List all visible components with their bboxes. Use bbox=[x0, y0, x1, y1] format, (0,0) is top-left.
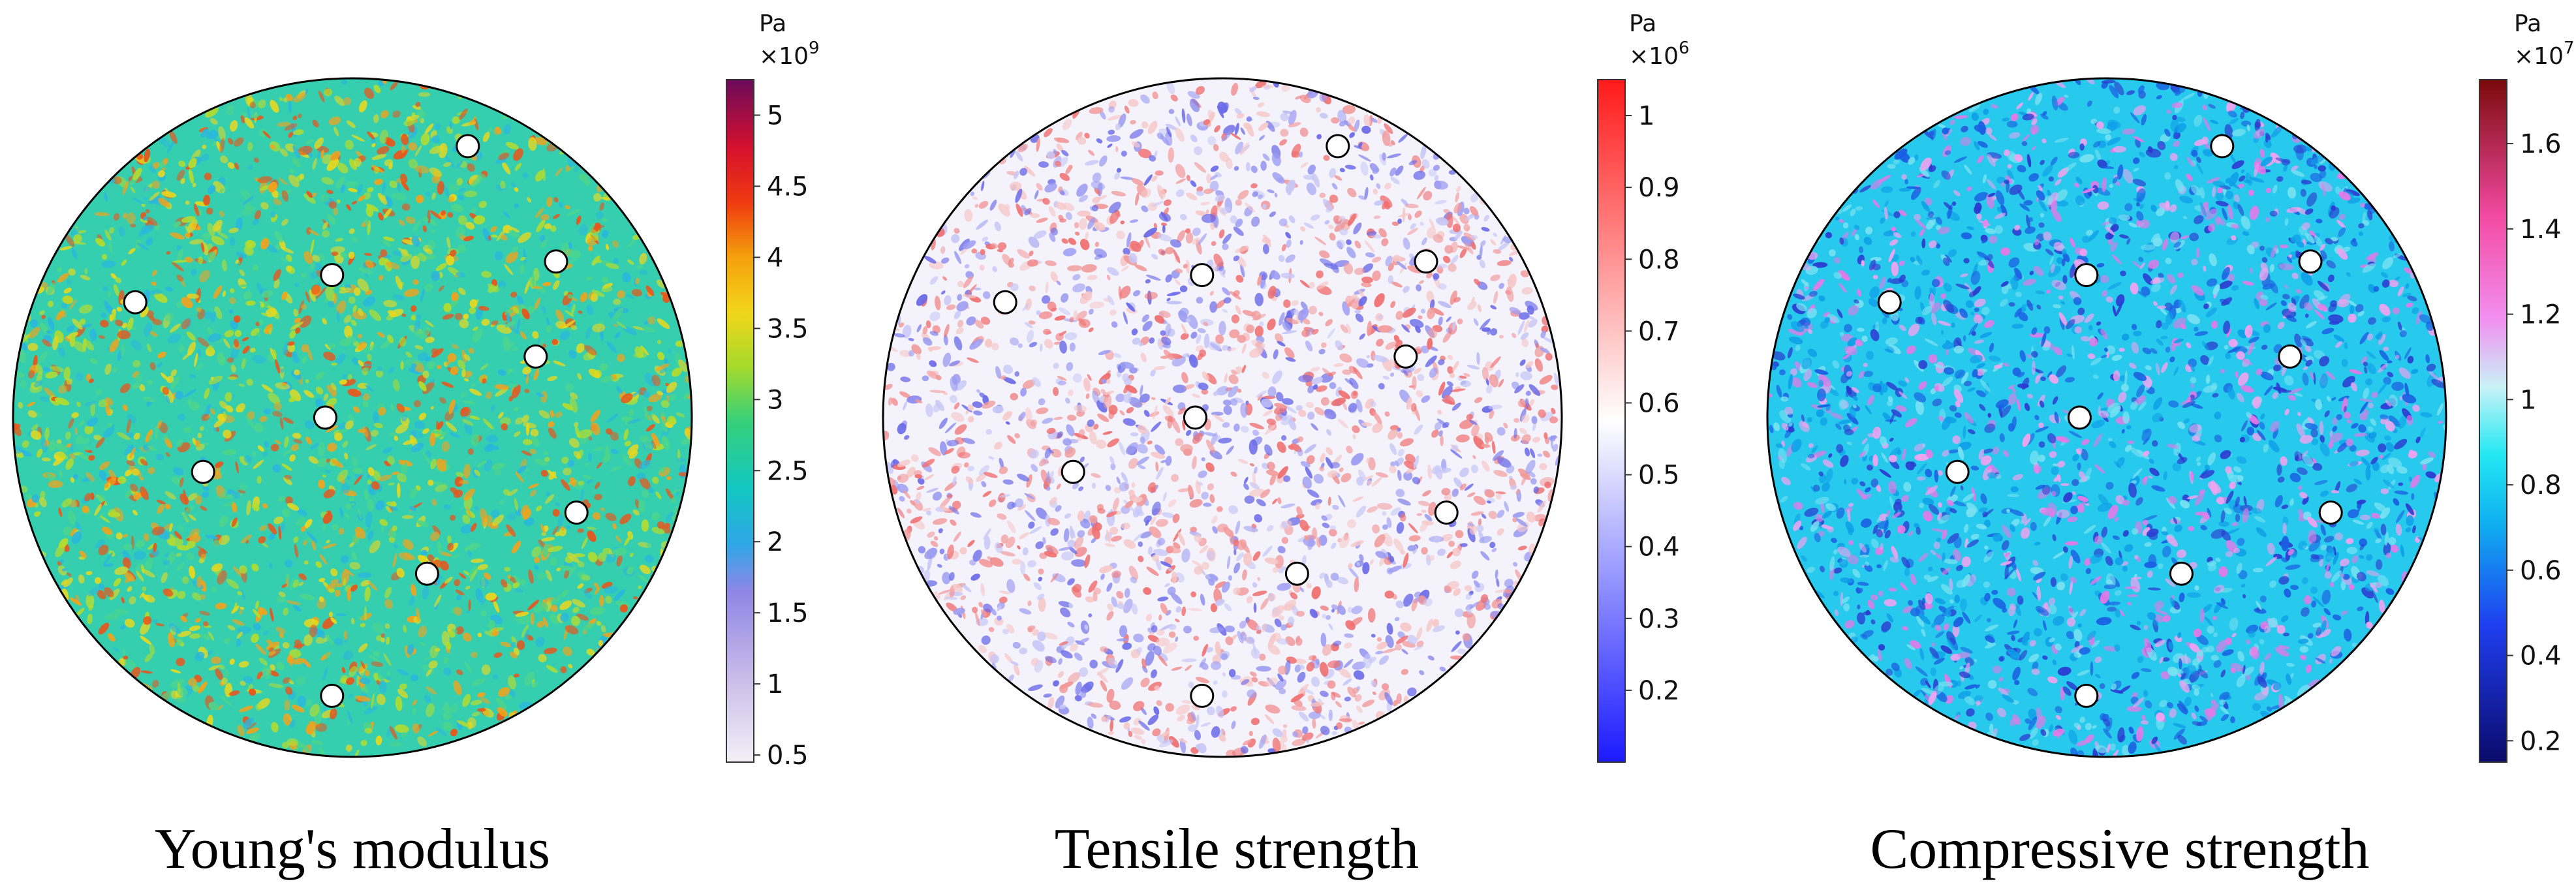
hole-marker-2 bbox=[1190, 263, 1215, 288]
colorbar-tick-label: 5 bbox=[767, 100, 783, 130]
hole-marker-10 bbox=[2074, 683, 2099, 708]
colorbar-tick-label: 3 bbox=[767, 385, 783, 415]
caption-tensile-strength: Tensile strength bbox=[1055, 818, 1419, 881]
colorbar-tick-label: 0.4 bbox=[1638, 532, 1680, 562]
hole-marker-9 bbox=[2169, 561, 2194, 586]
panel-compressive-strength: Pa ×107 0.2 0.4 0.6 0.8 1 1.2 1.4 1.6 Compressi… bbox=[1766, 10, 2575, 881]
hole-marker-7 bbox=[191, 459, 215, 484]
colorbar-multiplier-youngs: ×109 bbox=[759, 38, 820, 70]
colorbar-tick-label: 0.2 bbox=[1638, 676, 1680, 706]
colorbar-tick-label: 2.5 bbox=[767, 456, 809, 486]
specimen-outline bbox=[12, 77, 693, 758]
colorbar-multiplier-tensile: ×106 bbox=[1629, 38, 1690, 70]
colorbar-youngs: 0.5 1 1.5 2 2.5 3 3.5 4 4.5 5 bbox=[726, 79, 809, 771]
hole-marker-1 bbox=[1326, 134, 1350, 159]
colorbar-tick-label: 1 bbox=[1638, 101, 1654, 131]
colorbar-tick-label: 1.2 bbox=[2520, 300, 2562, 330]
hole-marker-6 bbox=[1183, 405, 1207, 430]
colorbar-tick-label: 0.5 bbox=[767, 741, 809, 771]
colorbar-tick-label: 0.5 bbox=[1638, 461, 1680, 491]
panel-tensile-strength: Pa ×106 0.2 0.3 0.4 0.5 0.6 0.7 0.8 0.9 1 Tensil… bbox=[882, 10, 1690, 881]
youngs-modulus-markers bbox=[123, 134, 589, 708]
colorbar-tick-label: 1 bbox=[767, 669, 783, 699]
colorbar-unit-youngs: Pa bbox=[759, 10, 786, 37]
hole-marker-4 bbox=[1877, 290, 1902, 315]
specimen-outline bbox=[1766, 77, 2447, 758]
tensile-strength-markers bbox=[993, 134, 1459, 708]
colorbar-tick-label: 0.7 bbox=[1638, 316, 1680, 346]
hole-marker-2 bbox=[2074, 263, 2099, 288]
colorbar-tick-label: 0.2 bbox=[2520, 726, 2562, 756]
colorbar-tick-label: 4 bbox=[767, 243, 783, 273]
colorbar-tick-label: 0.6 bbox=[1638, 388, 1680, 418]
field-texture bbox=[13, 78, 692, 757]
field-texture bbox=[883, 78, 1562, 757]
hole-marker-3 bbox=[2298, 249, 2323, 274]
compressive-strength-field bbox=[1766, 77, 2447, 758]
colorbar-tick-label: 0.9 bbox=[1638, 173, 1680, 203]
colorbar-tick-label: 0.6 bbox=[2520, 556, 2562, 586]
hole-marker-8 bbox=[1434, 500, 1459, 525]
colorbar-tick-label: 1 bbox=[2520, 385, 2536, 415]
colorbar-unit-compressive: Pa bbox=[2514, 10, 2541, 37]
colorbar-multiplier-compressive: ×107 bbox=[2514, 38, 2575, 70]
hole-marker-4 bbox=[993, 290, 1017, 315]
hole-marker-1 bbox=[456, 134, 480, 159]
hole-marker-7 bbox=[1061, 459, 1085, 484]
colorbar-tensile: 0.2 0.3 0.4 0.5 0.6 0.7 0.8 0.9 1 bbox=[1597, 79, 1680, 763]
colorbar-tick-label: 3.5 bbox=[767, 314, 809, 344]
field-texture bbox=[1767, 78, 2446, 757]
hole-marker-5 bbox=[2278, 344, 2303, 369]
panel-youngs-modulus: Pa ×109 0.5 1 1.5 2 2.5 3 3.5 4 4.5 5 Young's mod… bbox=[12, 10, 820, 881]
colorbar-gradient bbox=[726, 79, 754, 763]
hole-marker-6 bbox=[313, 405, 337, 430]
hole-marker-9 bbox=[414, 561, 439, 586]
hole-marker-6 bbox=[2067, 405, 2092, 430]
colorbar-compressive: 0.2 0.4 0.6 0.8 1 1.2 1.4 1.6 bbox=[2479, 79, 2562, 763]
colorbar-tick-label: 1.5 bbox=[767, 598, 809, 628]
hole-marker-10 bbox=[320, 683, 345, 708]
hole-marker-8 bbox=[564, 500, 589, 525]
caption-youngs-modulus: Young's modulus bbox=[155, 818, 550, 881]
hole-marker-1 bbox=[2210, 134, 2235, 159]
hole-marker-2 bbox=[320, 263, 345, 288]
colorbar-gradient bbox=[1597, 79, 1626, 763]
colorbar-tick-label: 1.4 bbox=[2520, 215, 2562, 245]
hole-marker-7 bbox=[1945, 459, 1970, 484]
hole-marker-4 bbox=[123, 290, 147, 315]
hole-marker-8 bbox=[2318, 500, 2343, 525]
colorbar-tick-label: 0.8 bbox=[1638, 245, 1680, 275]
colorbar-tick-label: 0.8 bbox=[2520, 470, 2562, 500]
hole-marker-5 bbox=[523, 344, 548, 369]
colorbar-tick-label: 0.3 bbox=[1638, 604, 1680, 634]
hole-marker-10 bbox=[1190, 683, 1215, 708]
hole-marker-5 bbox=[1393, 344, 1418, 369]
colorbar-unit-tensile: Pa bbox=[1629, 10, 1656, 37]
colorbar-tick-label: 1.6 bbox=[2520, 129, 2562, 159]
compressive-strength-markers bbox=[1877, 134, 2343, 708]
hole-marker-3 bbox=[544, 249, 568, 274]
tensile-strength-field bbox=[882, 77, 1563, 758]
field-background bbox=[883, 78, 1562, 757]
specimen-outline bbox=[882, 77, 1563, 758]
youngs-modulus-field bbox=[12, 77, 693, 758]
colorbar-tick-label: 4.5 bbox=[767, 172, 809, 202]
colorbar-tick-label: 2 bbox=[767, 527, 783, 557]
caption-compressive-strength: Compressive strength bbox=[1870, 818, 2369, 881]
colorbar-gradient bbox=[2479, 79, 2507, 763]
hole-marker-3 bbox=[1414, 249, 1438, 274]
hole-marker-9 bbox=[1284, 561, 1309, 586]
colorbar-tick-label: 0.4 bbox=[2520, 641, 2562, 671]
